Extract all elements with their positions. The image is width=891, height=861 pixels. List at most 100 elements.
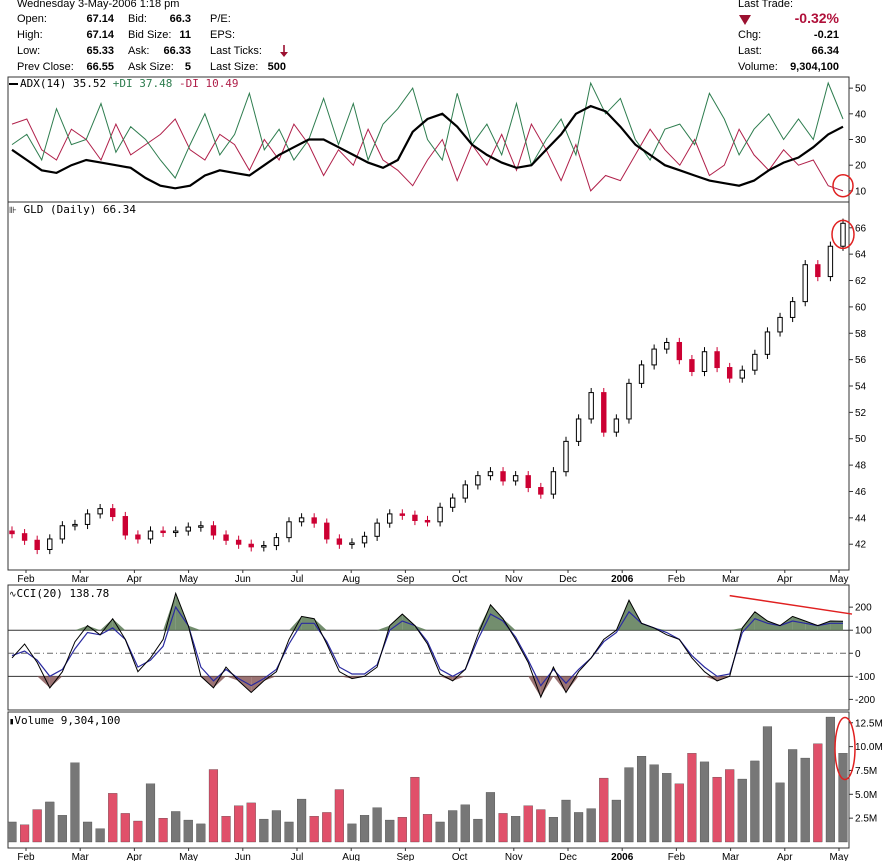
prev-close-value: 66.55 — [86, 61, 114, 73]
adx-panel: 50 40 30 20 10 — [11, 81, 867, 197]
adx-legend-adx: ADX(14) 35.52 — [20, 77, 107, 90]
candle-body — [361, 535, 368, 544]
cci-average-line — [11, 605, 843, 687]
last-ticks-label: Last Ticks: — [210, 45, 262, 57]
price-ytick-label: 50 — [855, 434, 867, 445]
vol-frame — [7, 711, 850, 849]
price-ytick-label: 62 — [855, 276, 867, 287]
volume-xtick-label: Aug — [342, 852, 360, 861]
volume-bar — [599, 777, 609, 843]
candle-body — [223, 534, 229, 541]
candle-icon: ⊪ — [9, 206, 17, 216]
volume-bar — [158, 818, 168, 843]
candle-body — [739, 369, 745, 379]
price-xtick-label: Apr — [127, 574, 143, 585]
candle-body — [311, 517, 317, 524]
candle-body — [172, 530, 179, 534]
volume-bar — [410, 776, 420, 843]
pe-label: P/E: — [210, 13, 231, 25]
price-ytick-label: 42 — [855, 540, 867, 551]
price-ytick-label: 46 — [855, 487, 867, 498]
candle-body — [47, 538, 53, 550]
down-triangle-icon — [739, 15, 751, 25]
volume-xtick-label: Dec — [559, 852, 577, 861]
cci-fill — [49, 676, 63, 688]
price-xtick-label: Mar — [722, 574, 740, 585]
candle-body — [21, 533, 28, 541]
volume-bar — [699, 761, 710, 843]
candle-body — [122, 516, 129, 536]
volume-bar — [762, 726, 773, 843]
volume-bar — [574, 812, 584, 843]
adx-legend: ADX(14) 35.52 +DI 37.48 -DI 10.49 — [9, 77, 239, 90]
price-ytick-label: 48 — [855, 461, 867, 472]
volume-xtick-label: May — [830, 852, 849, 861]
cci-icon: ∿ — [9, 590, 17, 600]
quote-datetime: Wednesday 3-May-2006 1:18 pm — [17, 0, 180, 10]
volume-bar — [347, 823, 357, 843]
open-value: 67.14 — [86, 13, 114, 25]
candle-body — [789, 301, 796, 318]
volume-xtick-label: Mar — [72, 852, 90, 861]
volume-bar — [7, 821, 17, 843]
adx-ytick-label: 40 — [855, 109, 867, 120]
candle-body — [424, 519, 431, 523]
candle-body — [538, 487, 544, 495]
volume-legend: ▮Volume 9,304,100 — [9, 714, 120, 727]
candle-body — [261, 545, 267, 548]
cci-fill — [314, 618, 327, 631]
candle-body — [437, 506, 443, 523]
candle-body — [487, 471, 494, 477]
candle-body — [235, 539, 242, 545]
volume-highlight-ellipse — [834, 716, 856, 781]
price-xtick-label: Mar — [72, 574, 90, 585]
price-xtick-label: Dec — [559, 574, 577, 585]
price-xtick-label: Nov — [505, 574, 523, 585]
cci-ytick-label: 0 — [855, 649, 861, 660]
volume-bar — [485, 792, 496, 843]
cci-legend-text: CCI(20) 138.78 — [16, 587, 110, 600]
volume-bar — [334, 789, 344, 843]
volume-bar — [838, 753, 848, 843]
candle-body — [764, 331, 771, 355]
cci-fill — [377, 625, 390, 631]
candle-body — [9, 530, 15, 535]
volume-bar — [737, 778, 747, 843]
volume-bar — [309, 816, 319, 843]
volume-bar — [511, 816, 521, 843]
low-value: 65.33 — [86, 45, 114, 57]
high-value: 67.14 — [86, 29, 114, 41]
candle-body — [298, 517, 305, 523]
candle-body — [827, 245, 834, 278]
volume-bar — [611, 799, 621, 843]
price-ytick-label: 58 — [855, 329, 867, 340]
cci-fill — [402, 614, 415, 631]
adx-ytick-label: 50 — [855, 84, 867, 95]
volume-xtick-label: Apr — [127, 852, 143, 861]
candle-body — [664, 341, 670, 350]
volume-bar — [171, 811, 181, 843]
volume-xtick-label: May — [179, 852, 198, 861]
volume-value: 9,304,100 — [790, 61, 839, 73]
volume-bar — [82, 821, 93, 843]
candle-body — [512, 475, 519, 482]
volume-xtick-label: Nov — [505, 852, 523, 861]
candle-body — [626, 382, 632, 420]
volume-bar — [561, 799, 571, 843]
chg-label: Chg: — [738, 29, 762, 41]
candle-body — [449, 497, 456, 508]
candle-body — [475, 475, 481, 486]
cci-fill — [188, 625, 201, 631]
volume-bar — [322, 812, 332, 843]
panel-frames — [7, 76, 850, 849]
candle-body — [185, 526, 191, 532]
open-label: Open: — [17, 13, 47, 25]
ask-size-value: 5 — [184, 61, 191, 73]
volume-bar — [674, 783, 684, 843]
prev-close-label: Prev Close: — [17, 61, 74, 73]
cci-ytick-label: 200 — [855, 603, 872, 614]
volume-bar — [460, 804, 470, 843]
volume-ytick-label: 7.5M — [855, 766, 877, 777]
volume-bar — [813, 743, 823, 843]
adx-swatch-icon — [9, 83, 18, 85]
